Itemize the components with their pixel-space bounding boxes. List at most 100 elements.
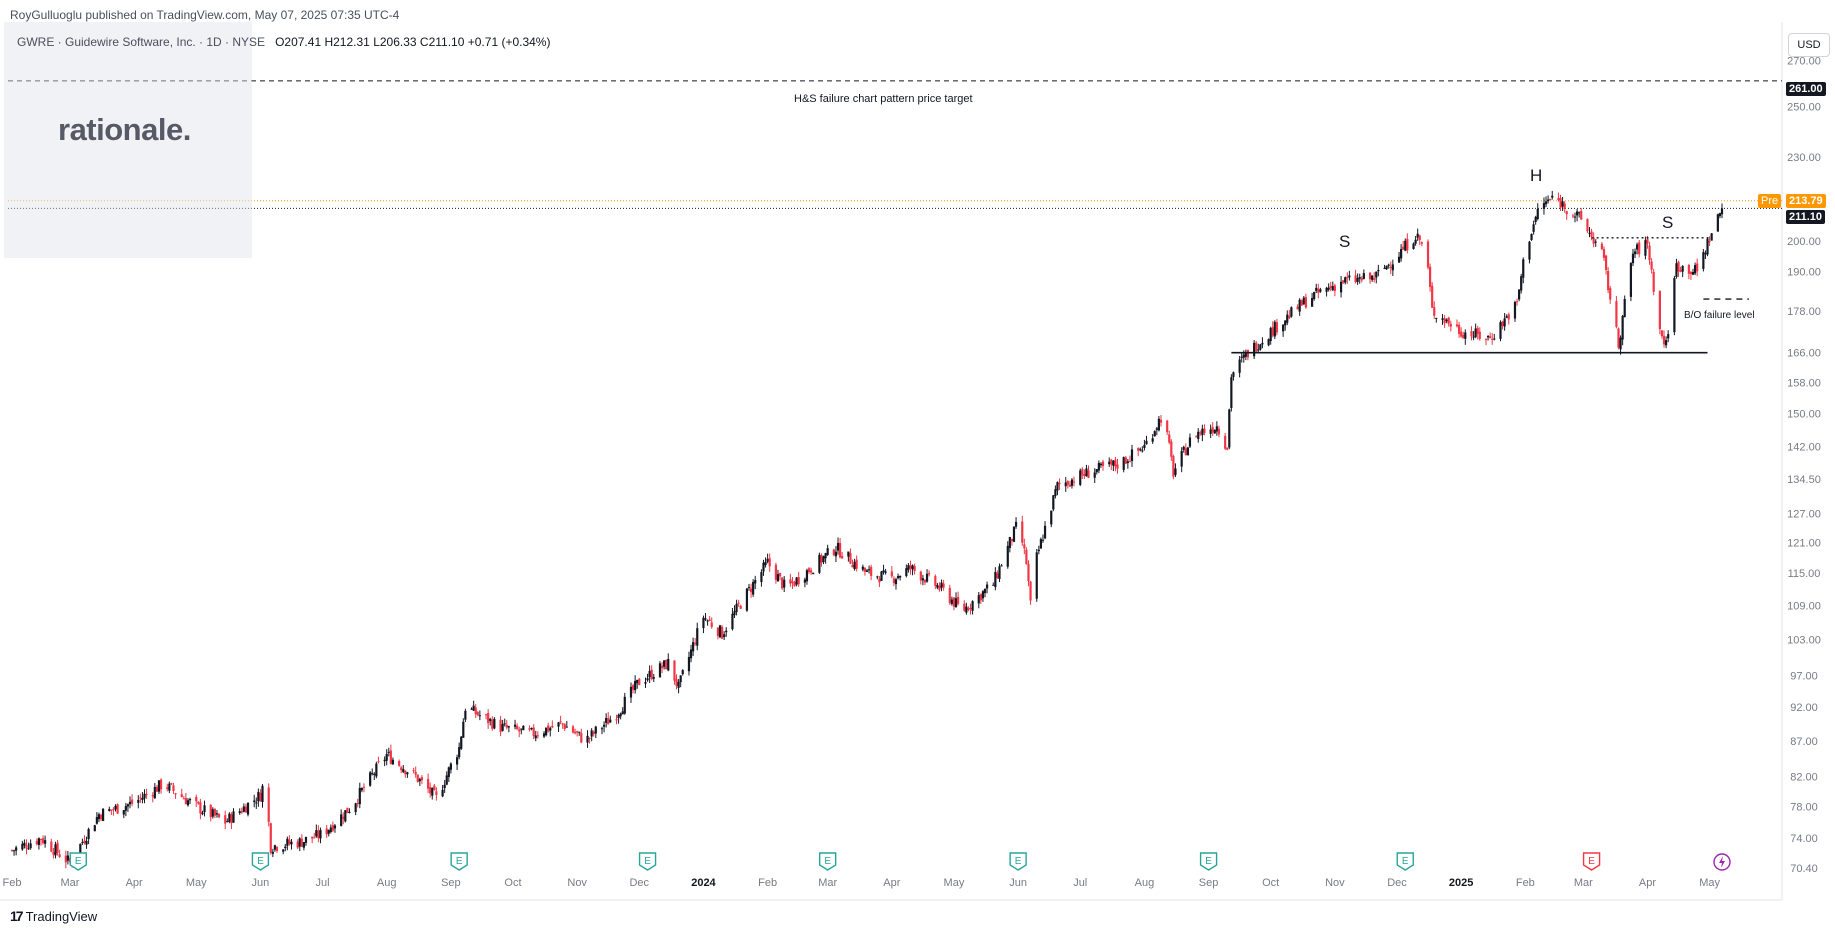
x-tick-label: Mar bbox=[60, 877, 79, 889]
x-tick-label: Jun bbox=[252, 877, 270, 889]
candle-body bbox=[211, 809, 214, 817]
candle-body bbox=[905, 568, 908, 576]
candle-body bbox=[232, 811, 235, 823]
candle-body bbox=[942, 583, 945, 588]
x-tick-label: Mar bbox=[818, 877, 837, 889]
x-tick-label: Apr bbox=[883, 877, 900, 889]
candle-body bbox=[151, 795, 154, 797]
candle-body bbox=[1522, 259, 1525, 278]
candle-body bbox=[128, 801, 132, 805]
candle-body bbox=[704, 618, 707, 620]
candle-body bbox=[1217, 428, 1221, 435]
candle-body bbox=[418, 778, 421, 782]
candle-body bbox=[1544, 201, 1548, 205]
candle-body bbox=[923, 579, 927, 583]
candle-body bbox=[745, 588, 749, 611]
candle-body bbox=[1296, 306, 1299, 310]
candle-body bbox=[1542, 203, 1546, 209]
candle-body bbox=[1687, 265, 1690, 274]
candle-body bbox=[911, 565, 914, 570]
low-value: L206.33 bbox=[373, 35, 417, 49]
candle-body bbox=[348, 811, 351, 813]
candle-body bbox=[687, 656, 691, 672]
candle-body bbox=[1720, 208, 1724, 215]
candle-body bbox=[1027, 563, 1030, 582]
candle-body bbox=[402, 769, 405, 773]
x-tick-label: May bbox=[944, 877, 965, 889]
candle-body bbox=[1304, 297, 1307, 308]
y-tick-label: 92.00 bbox=[1790, 702, 1818, 714]
y-tick-label: 82.00 bbox=[1790, 771, 1818, 783]
candle-body bbox=[1536, 208, 1539, 220]
y-tick-label: 150.00 bbox=[1787, 409, 1821, 421]
candle-body bbox=[1242, 354, 1245, 358]
candle-body bbox=[818, 554, 821, 573]
candle-body bbox=[1358, 277, 1361, 279]
candle-body bbox=[1313, 291, 1316, 299]
candle-body bbox=[1010, 538, 1014, 541]
candle-body bbox=[834, 551, 838, 557]
candle-body bbox=[925, 573, 929, 582]
candle-body bbox=[913, 565, 916, 571]
candle-body bbox=[1244, 351, 1247, 357]
publisher-info: RoyGulluoglu published on TradingView.co… bbox=[10, 8, 400, 22]
x-tick-label: Feb bbox=[758, 877, 777, 889]
candle-body bbox=[1594, 241, 1597, 243]
candle-body bbox=[1110, 459, 1113, 465]
candle-body bbox=[658, 663, 662, 678]
candle-body bbox=[1472, 336, 1475, 338]
candle-body bbox=[400, 767, 403, 771]
candle-body bbox=[1629, 263, 1633, 297]
candle-body bbox=[213, 808, 216, 816]
candle-body bbox=[170, 783, 173, 785]
tradingview-footer[interactable]: 17 TradingView bbox=[10, 908, 97, 924]
candle-body bbox=[155, 786, 159, 792]
candle-body bbox=[1619, 337, 1622, 350]
currency-selector[interactable]: USD bbox=[1788, 33, 1830, 57]
candle-body bbox=[764, 561, 767, 566]
candle-body bbox=[491, 719, 494, 729]
candle-body bbox=[981, 591, 985, 599]
candle-body bbox=[1014, 521, 1018, 527]
candle-body bbox=[1609, 288, 1612, 300]
candle-body bbox=[838, 542, 842, 558]
candle-body bbox=[1238, 359, 1241, 373]
candle-body bbox=[605, 718, 608, 723]
candle-body bbox=[1621, 316, 1624, 340]
candle-body bbox=[969, 607, 972, 609]
candle-body bbox=[1122, 457, 1125, 470]
candle-body bbox=[1681, 266, 1684, 272]
y-tick-label: 190.00 bbox=[1787, 267, 1821, 279]
candle-body bbox=[58, 854, 61, 858]
candle-body bbox=[735, 603, 738, 612]
earnings-label: E bbox=[257, 856, 264, 867]
candle-body bbox=[636, 679, 639, 684]
y-tick-label: 103.00 bbox=[1787, 634, 1821, 646]
candle-body bbox=[754, 580, 757, 584]
candle-body bbox=[383, 759, 386, 762]
candle-body bbox=[805, 570, 809, 582]
candle-body bbox=[907, 565, 910, 570]
candle-body bbox=[172, 785, 175, 791]
tradingview-label: TradingView bbox=[25, 908, 98, 924]
candle-body bbox=[1474, 328, 1477, 338]
candle-body bbox=[1391, 264, 1394, 271]
candle-body bbox=[954, 598, 958, 607]
candle-body bbox=[1101, 461, 1105, 466]
candle-body bbox=[431, 787, 434, 796]
candle-body bbox=[716, 627, 720, 637]
candle-body bbox=[803, 579, 806, 583]
candle-body bbox=[489, 718, 492, 721]
candle-body bbox=[619, 713, 622, 717]
candle-body bbox=[284, 846, 287, 849]
candle-body bbox=[1300, 300, 1303, 306]
candle-body bbox=[354, 803, 357, 813]
candle-body bbox=[253, 800, 256, 802]
candle-body bbox=[447, 767, 450, 778]
candle-body bbox=[1230, 377, 1233, 409]
candle-body bbox=[358, 787, 361, 805]
candle-body bbox=[1232, 372, 1235, 378]
candle-body bbox=[1412, 243, 1415, 249]
candle-body bbox=[174, 793, 177, 795]
